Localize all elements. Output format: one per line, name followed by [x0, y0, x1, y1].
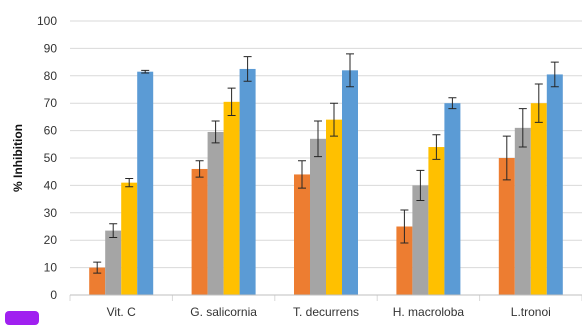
bar	[342, 70, 358, 295]
y-tick-label: 90	[44, 41, 58, 55]
y-tick-label: 50	[44, 151, 58, 165]
error-bar	[195, 160, 204, 178]
error-bar	[518, 108, 527, 148]
category-label: Vit. C	[107, 305, 136, 319]
bar	[121, 182, 138, 295]
y-tick-label: 20	[44, 233, 58, 247]
y-axis-title: % Inhibition	[11, 124, 25, 192]
y-tick-label: 60	[44, 124, 58, 138]
error-bar	[227, 87, 236, 117]
error-bar	[243, 56, 252, 82]
error-bar	[330, 102, 338, 137]
error-bar	[109, 223, 118, 238]
error-bar	[416, 169, 425, 201]
error-bar	[534, 83, 543, 123]
category-labels: Vit. C G. salicornia T. decurrens H. macrol…	[107, 305, 551, 319]
bar	[137, 71, 154, 295]
category-label: H. macroloba	[393, 305, 465, 319]
error-bar	[432, 134, 441, 160]
error-bar	[141, 69, 150, 74]
bar	[207, 131, 224, 295]
error-bar	[400, 209, 409, 244]
y-tick-label: 100	[37, 14, 57, 28]
bar	[396, 226, 413, 295]
error-bar	[502, 135, 511, 181]
bar	[326, 119, 342, 295]
bar	[514, 127, 531, 295]
y-tick-label: 80	[44, 69, 58, 83]
y-tick-label: 70	[44, 96, 58, 110]
error-bar	[298, 160, 306, 189]
y-tick-label: 0	[50, 288, 57, 302]
error-bar	[93, 261, 102, 274]
error-bar	[550, 61, 559, 88]
bar	[428, 147, 445, 295]
bar	[89, 267, 106, 295]
bar	[310, 138, 326, 295]
category-separators	[69, 295, 582, 301]
bar	[105, 230, 122, 295]
y-tick-label: 40	[44, 178, 58, 192]
y-tick-labels: 0 10 20 30 40 50 60 70 80 90 100	[37, 14, 57, 302]
error-bar	[314, 120, 322, 158]
y-tick-label: 30	[44, 206, 58, 220]
bar	[444, 103, 461, 295]
error-bars	[93, 53, 559, 274]
category-label: T. decurrens	[293, 305, 359, 319]
bar	[294, 174, 310, 295]
error-bar	[125, 178, 134, 188]
bars	[89, 68, 563, 296]
bar	[239, 68, 256, 295]
error-bar	[346, 53, 354, 88]
bar	[498, 158, 515, 295]
bar	[191, 168, 208, 295]
corner-badge	[5, 311, 39, 325]
category-label: G. salicornia	[190, 305, 257, 319]
bar	[412, 185, 429, 295]
bar	[223, 101, 240, 295]
bar	[546, 74, 563, 296]
y-tick-label: 10	[44, 261, 58, 275]
bar	[530, 103, 547, 295]
error-bar	[448, 97, 457, 110]
error-bar	[211, 120, 220, 144]
category-label: L.tronoi	[511, 305, 551, 319]
